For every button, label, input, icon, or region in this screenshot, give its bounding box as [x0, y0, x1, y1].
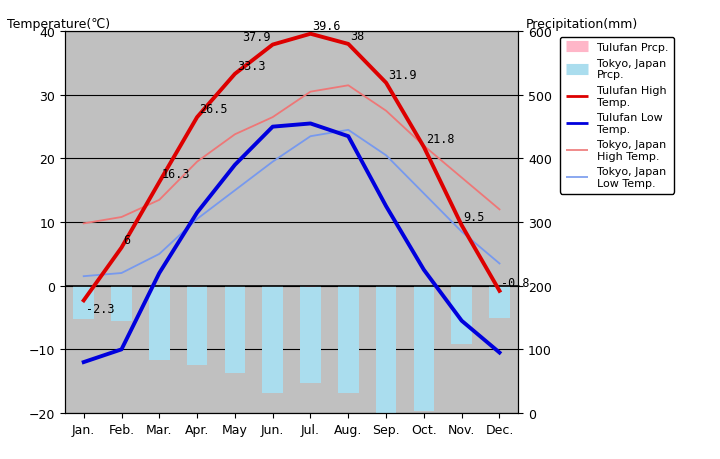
- Text: 26.5: 26.5: [199, 103, 228, 116]
- Text: 37.9: 37.9: [243, 31, 271, 44]
- Bar: [186, 286, 207, 365]
- Bar: [192, 286, 202, 287]
- Bar: [149, 286, 170, 360]
- Text: 16.3: 16.3: [161, 168, 189, 181]
- Bar: [413, 286, 434, 411]
- Text: Precipitation(mm): Precipitation(mm): [526, 18, 638, 31]
- Text: 31.9: 31.9: [388, 69, 416, 82]
- Bar: [230, 286, 240, 287]
- Bar: [73, 286, 94, 319]
- Text: -0.8: -0.8: [501, 276, 530, 289]
- Text: -2.3: -2.3: [86, 302, 114, 316]
- Bar: [225, 286, 246, 373]
- Text: 38: 38: [350, 30, 364, 43]
- Bar: [376, 286, 397, 419]
- Bar: [338, 286, 359, 393]
- Bar: [262, 286, 283, 393]
- Text: 6: 6: [123, 233, 130, 246]
- Bar: [305, 286, 315, 287]
- Bar: [489, 286, 510, 319]
- Bar: [300, 286, 321, 383]
- Text: 9.5: 9.5: [464, 211, 485, 224]
- Bar: [154, 286, 164, 287]
- Text: 33.3: 33.3: [237, 60, 265, 73]
- Text: 39.6: 39.6: [312, 20, 341, 33]
- Bar: [111, 286, 132, 322]
- Text: 21.8: 21.8: [426, 133, 454, 146]
- Bar: [451, 286, 472, 345]
- Text: Temperature(℃): Temperature(℃): [7, 18, 110, 31]
- Legend: Tulufan Prcp., Tokyo, Japan
Prcp., Tulufan High
Temp., Tulufan Low
Temp., Tokyo,: Tulufan Prcp., Tokyo, Japan Prcp., Tuluf…: [560, 38, 674, 194]
